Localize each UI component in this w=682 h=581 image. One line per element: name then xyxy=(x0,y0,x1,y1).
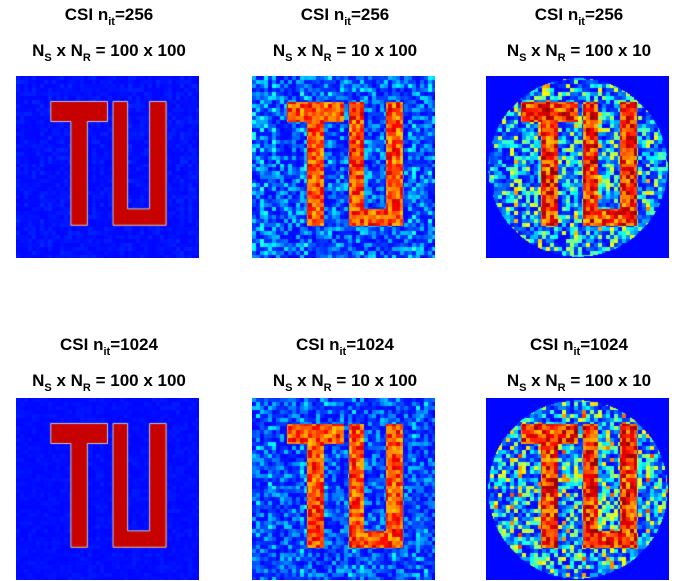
panel-title-iterations: CSI nit=1024 xyxy=(296,335,394,358)
reconstruction-image xyxy=(486,76,669,258)
reconstruction-image xyxy=(252,76,435,258)
panel-title-iterations: CSI nit=256 xyxy=(64,5,154,28)
panel-title-iterations: CSI nit=256 xyxy=(534,5,624,28)
reconstruction-image xyxy=(16,398,199,580)
panel-title-iterations: CSI nit=1024 xyxy=(530,335,628,358)
panel-title-config: NS x NR = 100 x 100 xyxy=(32,41,186,64)
reconstruction-image xyxy=(252,398,435,580)
panel-title-config: NS x NR = 100 x 10 xyxy=(506,371,652,394)
reconstruction-image xyxy=(486,398,669,580)
panel-title-config: NS x NR = 100 x 100 xyxy=(32,371,186,394)
panel-title-config: NS x NR = 10 x 100 xyxy=(272,371,418,394)
reconstruction-image xyxy=(16,76,199,258)
panel-title-config: NS x NR = 10 x 100 xyxy=(272,41,418,64)
panel-title-iterations: CSI nit=256 xyxy=(300,5,390,28)
panel-title-config: NS x NR = 100 x 10 xyxy=(506,41,652,64)
panel-title-iterations: CSI nit=1024 xyxy=(60,335,158,358)
